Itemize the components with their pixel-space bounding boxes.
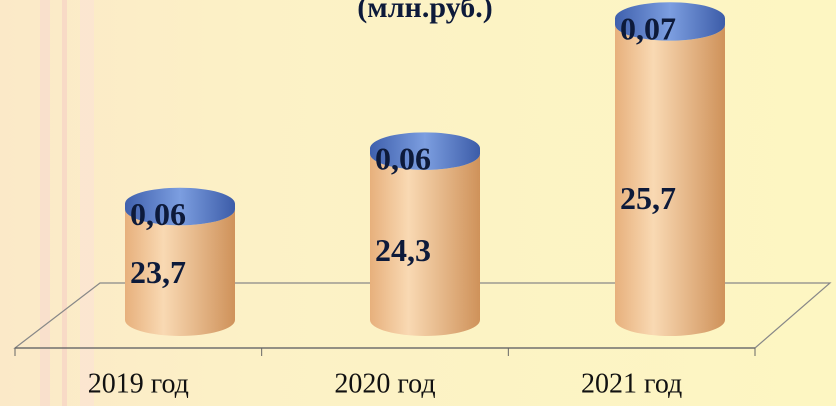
- value-label: 25,7: [620, 180, 676, 216]
- x-tick-label: 2021 год: [581, 368, 682, 399]
- cylinder-cap: [370, 132, 480, 170]
- stripe: [40, 0, 50, 406]
- value-label: 0,06: [375, 141, 431, 177]
- cylinder-body: [125, 209, 235, 336]
- chart-title: (млн.руб.): [357, 0, 492, 24]
- value-label: 23,7: [130, 254, 186, 290]
- x-tick-label: 2020 год: [334, 368, 435, 399]
- stripe: [62, 0, 67, 406]
- stripe: [80, 0, 94, 406]
- cylinder-cap: [615, 2, 725, 41]
- x-tick-label: 2019 год: [88, 368, 189, 399]
- value-label: 0,07: [620, 11, 676, 47]
- value-label: 24,3: [375, 232, 431, 268]
- cylinder-body: [615, 24, 725, 336]
- cylinder-body: [370, 153, 480, 336]
- cylinder-cap: [125, 187, 235, 226]
- value-label: 0,06: [130, 196, 186, 232]
